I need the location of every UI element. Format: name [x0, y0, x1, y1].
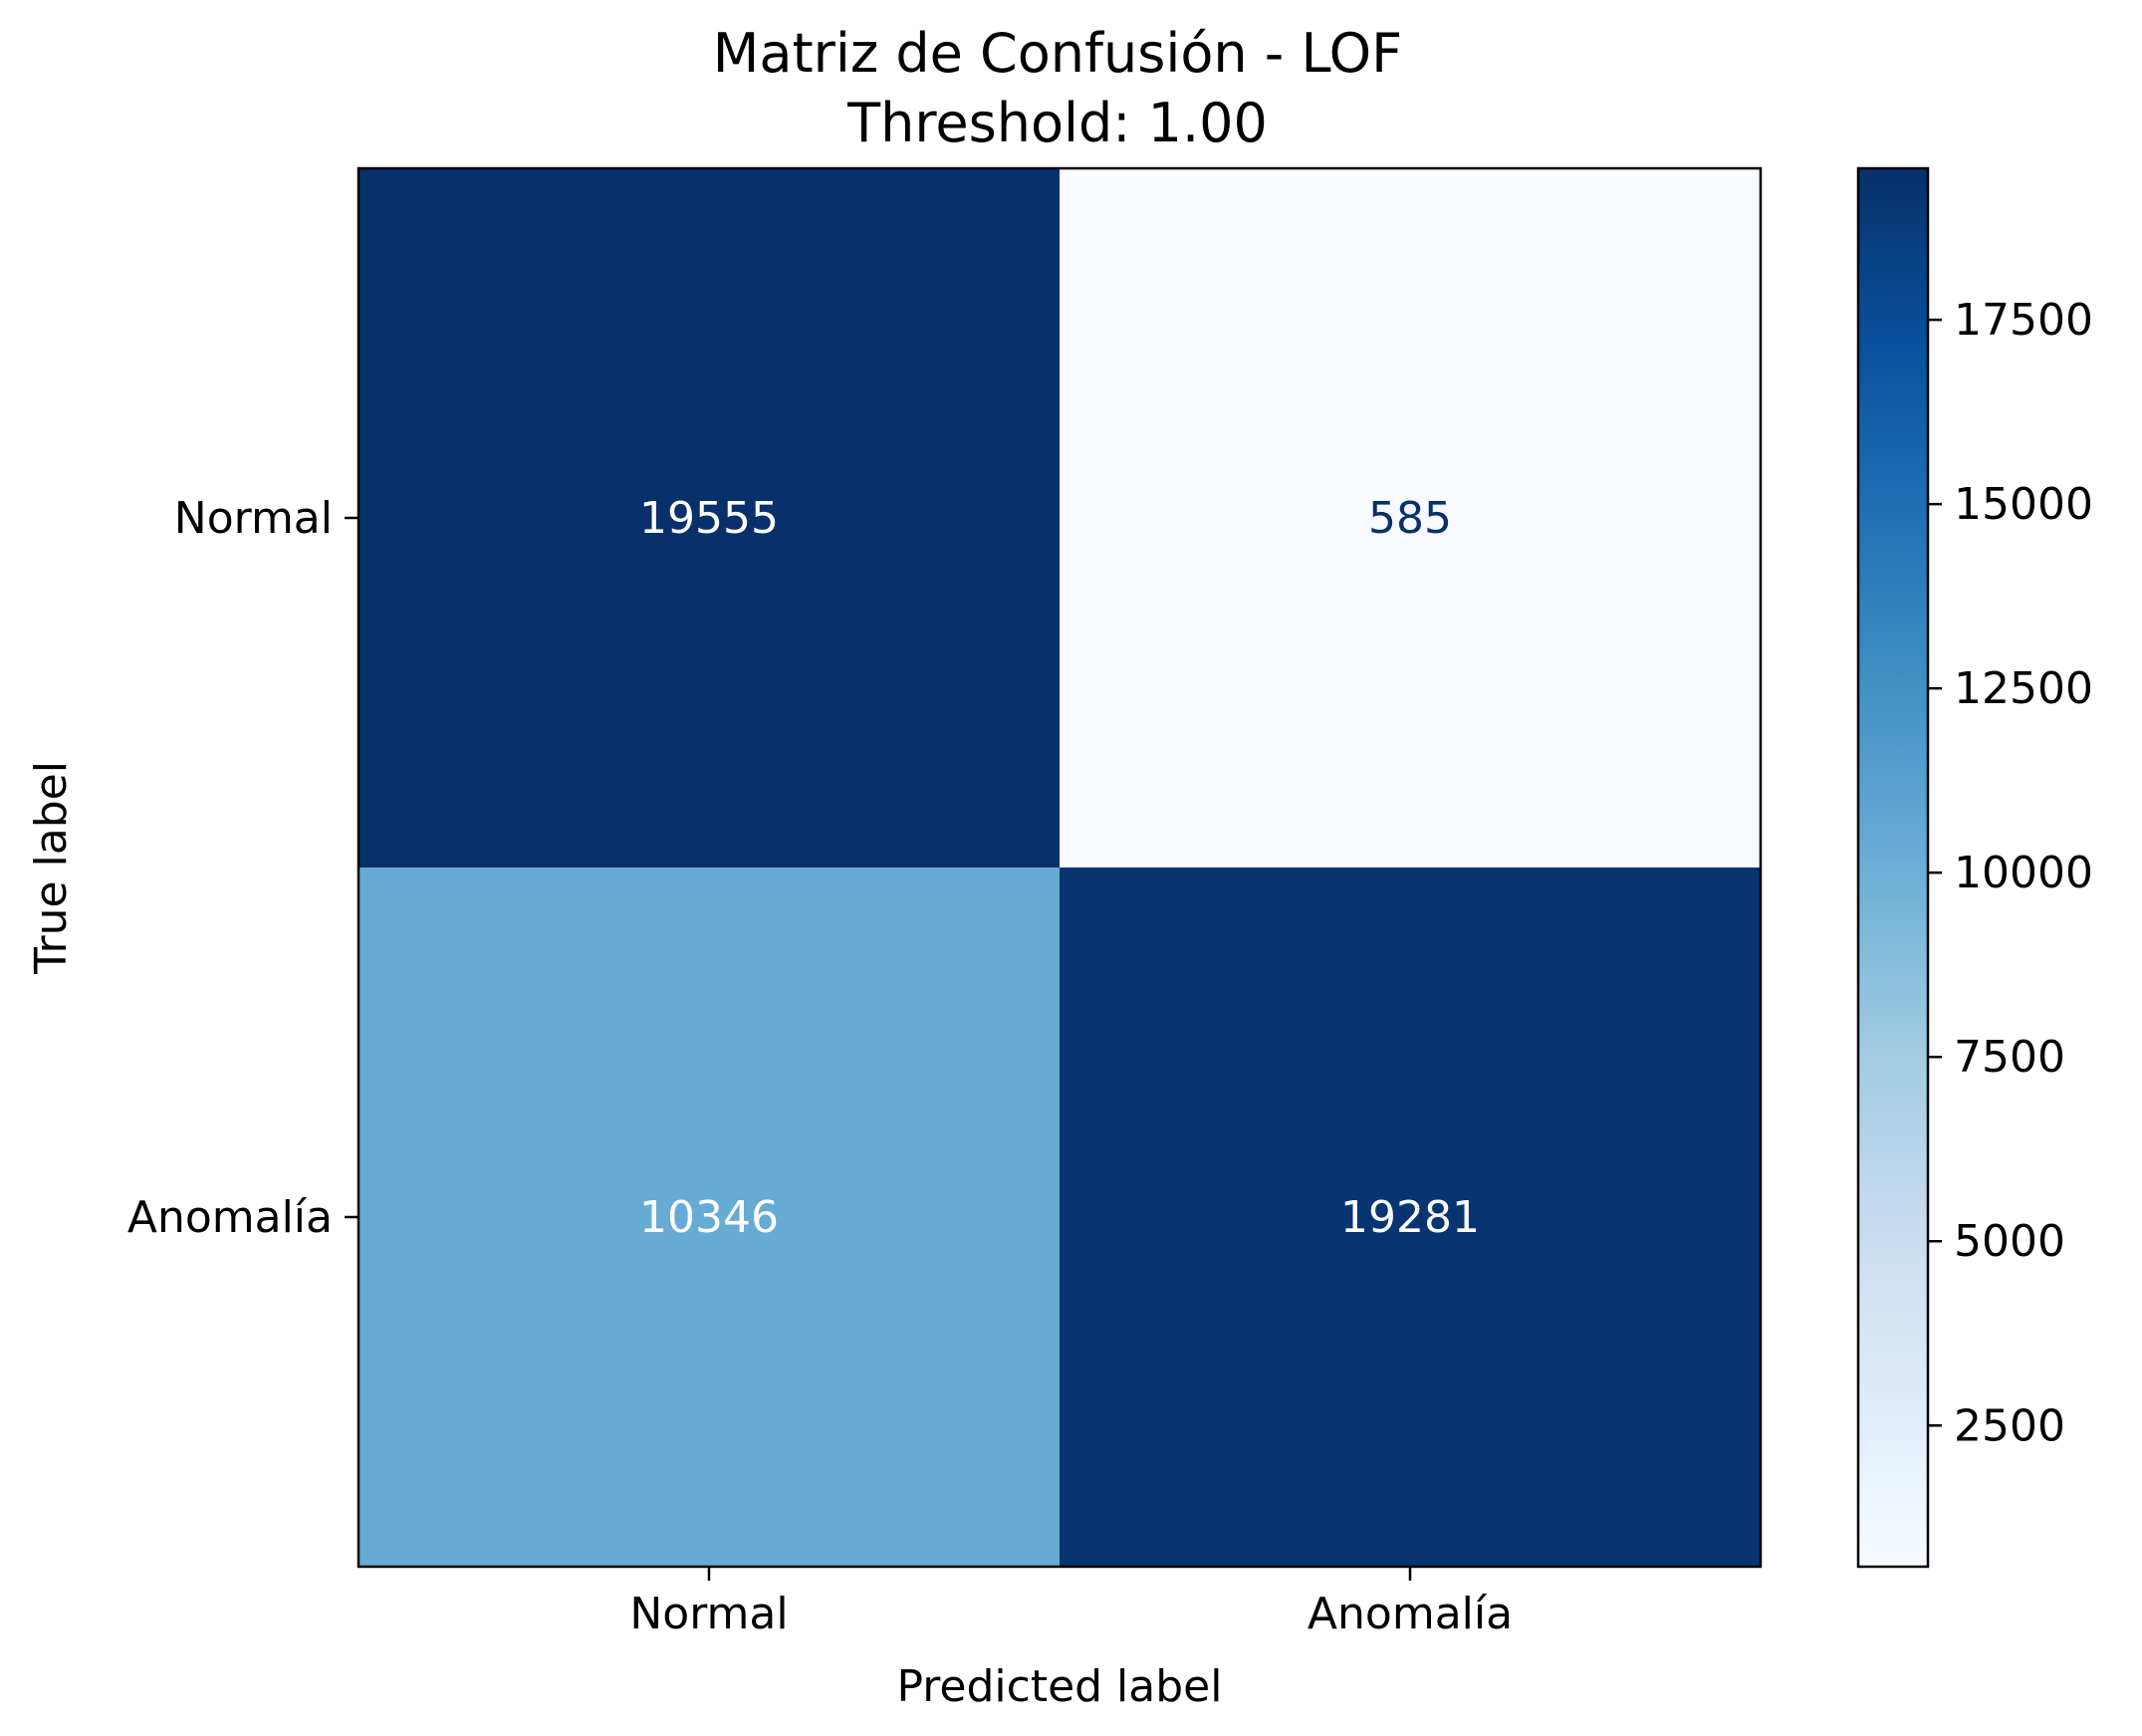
- x-axis-label: Predicted label: [897, 1661, 1223, 1712]
- heatmap-cells: [358, 168, 1761, 1567]
- x-tick-label: Anomalía: [1308, 1589, 1513, 1639]
- plot-frame: [357, 166, 1763, 1569]
- colorbar-tick-label: 17500: [1954, 295, 2093, 346]
- cell-value-label: 19281: [1340, 1192, 1480, 1243]
- y-tick-label: Normal: [174, 493, 333, 544]
- y-tick-label: Anomalía: [127, 1192, 333, 1243]
- colorbar-tick-label: 2500: [1954, 1400, 2065, 1451]
- heatmap-cell: [1060, 868, 1761, 1567]
- y-axis-label: True label: [26, 761, 77, 975]
- colorbar-tick-label: 15000: [1954, 479, 2093, 530]
- cell-value-label: 585: [1368, 493, 1452, 544]
- colorbar-tick-label: 12500: [1954, 663, 2093, 714]
- cell-value-label: 19555: [639, 493, 779, 544]
- colorbar-tick-label: 7500: [1954, 1032, 2065, 1083]
- colorbar-tick-label: 5000: [1954, 1216, 2065, 1267]
- heatmap-cell-labels: 19555 585 10346 19281: [639, 493, 1480, 1243]
- x-tick-label: Normal: [629, 1589, 788, 1639]
- chart-subtitle: Threshold: 1.00: [846, 92, 1268, 154]
- chart-title: Matriz de Confusión - LOF: [713, 22, 1402, 85]
- y-axis-ticks: Normal Anomalía: [127, 493, 358, 1243]
- colorbar-tick-label: 10000: [1954, 848, 2093, 898]
- x-axis-ticks: Normal Anomalía: [629, 1567, 1513, 1639]
- colorbar: [1856, 166, 1930, 1569]
- heatmap-cell: [358, 168, 1060, 868]
- cell-value-label: 10346: [639, 1192, 779, 1243]
- colorbar-ticks: 2500 5000 7500 10000 12500 15000 17500: [1928, 295, 2093, 1451]
- heatmap-cell: [1060, 168, 1761, 868]
- heatmap-cell: [358, 868, 1060, 1567]
